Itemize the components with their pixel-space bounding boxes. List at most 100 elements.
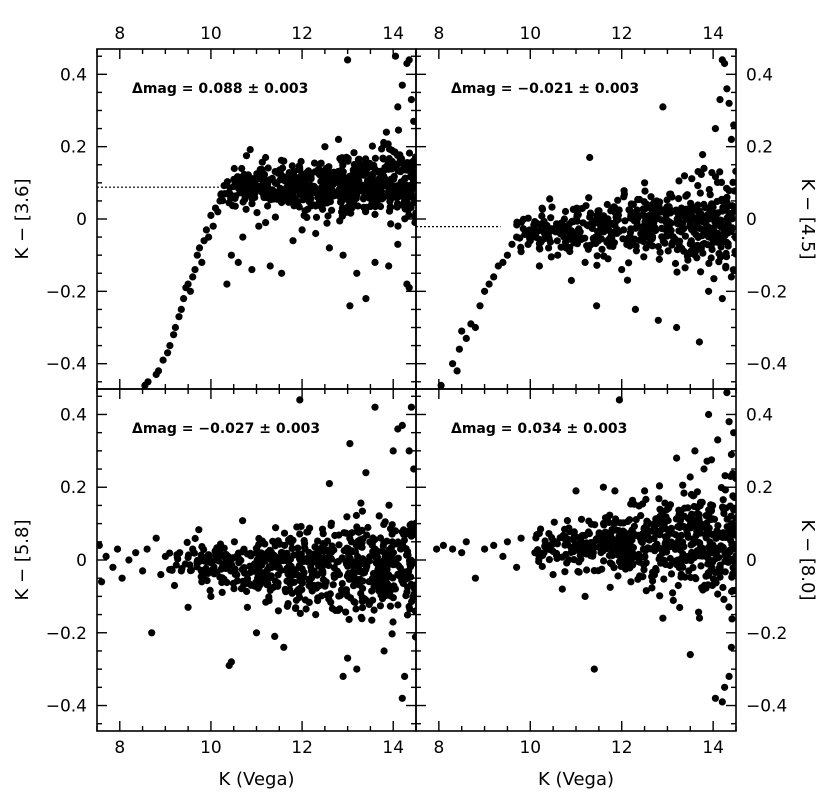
- scatter-point: [652, 226, 660, 235]
- scatter-point: [577, 515, 586, 523]
- scatter-point: [274, 607, 282, 615]
- scatter-point: [248, 266, 256, 274]
- scatter-point: [404, 583, 412, 591]
- scatter-point: [626, 529, 634, 537]
- scatter-point: [630, 553, 638, 561]
- scatter-point: [378, 595, 387, 603]
- scatter-point: [627, 500, 635, 508]
- scatter-point: [663, 548, 671, 556]
- scatter-point: [348, 190, 357, 198]
- scatter-point: [407, 532, 415, 540]
- scatter-point: [375, 512, 383, 520]
- scatter-point: [650, 218, 658, 226]
- scatter-point: [254, 571, 262, 579]
- scatter-point: [113, 545, 122, 553]
- scatter-point: [619, 527, 627, 535]
- scatter-point: [386, 203, 394, 211]
- scatter-point: [597, 533, 605, 541]
- scatter-point: [254, 584, 262, 592]
- scatter-point: [231, 565, 239, 573]
- scatter-point: [691, 251, 699, 259]
- scatter-point: [350, 149, 358, 157]
- scatter-point: [711, 173, 720, 181]
- scatter-point: [662, 525, 670, 533]
- scatter-point: [325, 480, 333, 488]
- scatter-point: [567, 227, 576, 235]
- scatter-point: [669, 596, 677, 605]
- scatter-point: [226, 184, 234, 192]
- scatter-point: [698, 232, 706, 240]
- scatter-point: [673, 268, 681, 276]
- scatter-point: [394, 126, 403, 134]
- scatter-point: [517, 248, 525, 256]
- y-axis-label: K − [5.8]: [12, 520, 33, 601]
- scatter-point: [304, 205, 312, 213]
- scatter-point: [621, 217, 629, 225]
- scatter-point: [215, 557, 223, 565]
- scatter-point: [699, 151, 707, 159]
- scatter-point: [405, 166, 413, 175]
- scatter-point: [312, 229, 320, 238]
- scatter-point: [118, 574, 126, 582]
- scatter-point: [344, 182, 352, 190]
- scatter-point: [401, 672, 409, 681]
- scatter-point: [227, 194, 235, 202]
- scatter-point: [686, 651, 694, 659]
- scatter-point: [721, 59, 729, 68]
- x-tick-label: 8: [433, 738, 444, 758]
- scatter-point: [471, 323, 479, 332]
- scatter-point: [280, 157, 288, 165]
- scatter-point: [386, 583, 394, 592]
- scatter-point: [721, 472, 729, 480]
- scatter-point: [560, 233, 568, 241]
- scatter-point: [655, 495, 663, 503]
- scatter-point: [618, 266, 626, 274]
- scatter-point: [553, 237, 561, 245]
- scatter-point: [266, 262, 274, 270]
- scatter-point: [639, 573, 647, 581]
- scatter-point: [227, 251, 235, 259]
- scatter-point: [704, 569, 712, 577]
- scatter-point: [575, 205, 583, 213]
- scatter-point: [638, 228, 646, 236]
- scatter-point: [347, 209, 355, 217]
- scatter-point: [323, 219, 331, 227]
- scatter-point: [371, 403, 379, 411]
- scatter-point: [204, 551, 213, 559]
- scatter-point: [379, 154, 387, 162]
- scatter-point: [707, 557, 716, 566]
- scatter-point: [645, 527, 653, 535]
- scatter-point: [593, 261, 601, 269]
- scatter-point: [389, 159, 397, 167]
- scatter-point: [561, 541, 569, 549]
- scatter-point: [727, 537, 735, 545]
- scatter-point: [707, 202, 716, 210]
- scatter-point: [607, 231, 616, 239]
- scatter-point: [338, 212, 346, 220]
- scatter-point: [235, 559, 243, 567]
- x-tick-label: 12: [611, 24, 633, 44]
- scatter-point: [641, 218, 649, 226]
- scatter-point: [705, 410, 713, 419]
- scatter-point: [300, 537, 308, 545]
- scatter-point: [159, 356, 167, 364]
- scatter-point: [526, 237, 534, 245]
- scatter-point: [596, 219, 605, 227]
- scatter-point: [586, 213, 594, 221]
- scatter-point: [342, 608, 350, 616]
- scatter-point: [404, 206, 412, 214]
- scatter-point: [326, 198, 334, 206]
- scatter-point: [327, 521, 335, 530]
- scatter-point: [403, 611, 412, 619]
- y-tick-label: −0.4: [746, 697, 787, 717]
- scatter-point: [606, 583, 614, 591]
- scatter-point: [157, 571, 165, 579]
- scatter-point: [223, 178, 231, 186]
- scatter-point: [290, 171, 298, 179]
- scatter-point: [309, 201, 317, 209]
- scatter-point: [183, 538, 191, 547]
- scatter-point: [315, 550, 323, 558]
- scatter-point: [685, 515, 693, 523]
- scatter-point: [554, 251, 562, 259]
- scatter-point: [368, 616, 376, 624]
